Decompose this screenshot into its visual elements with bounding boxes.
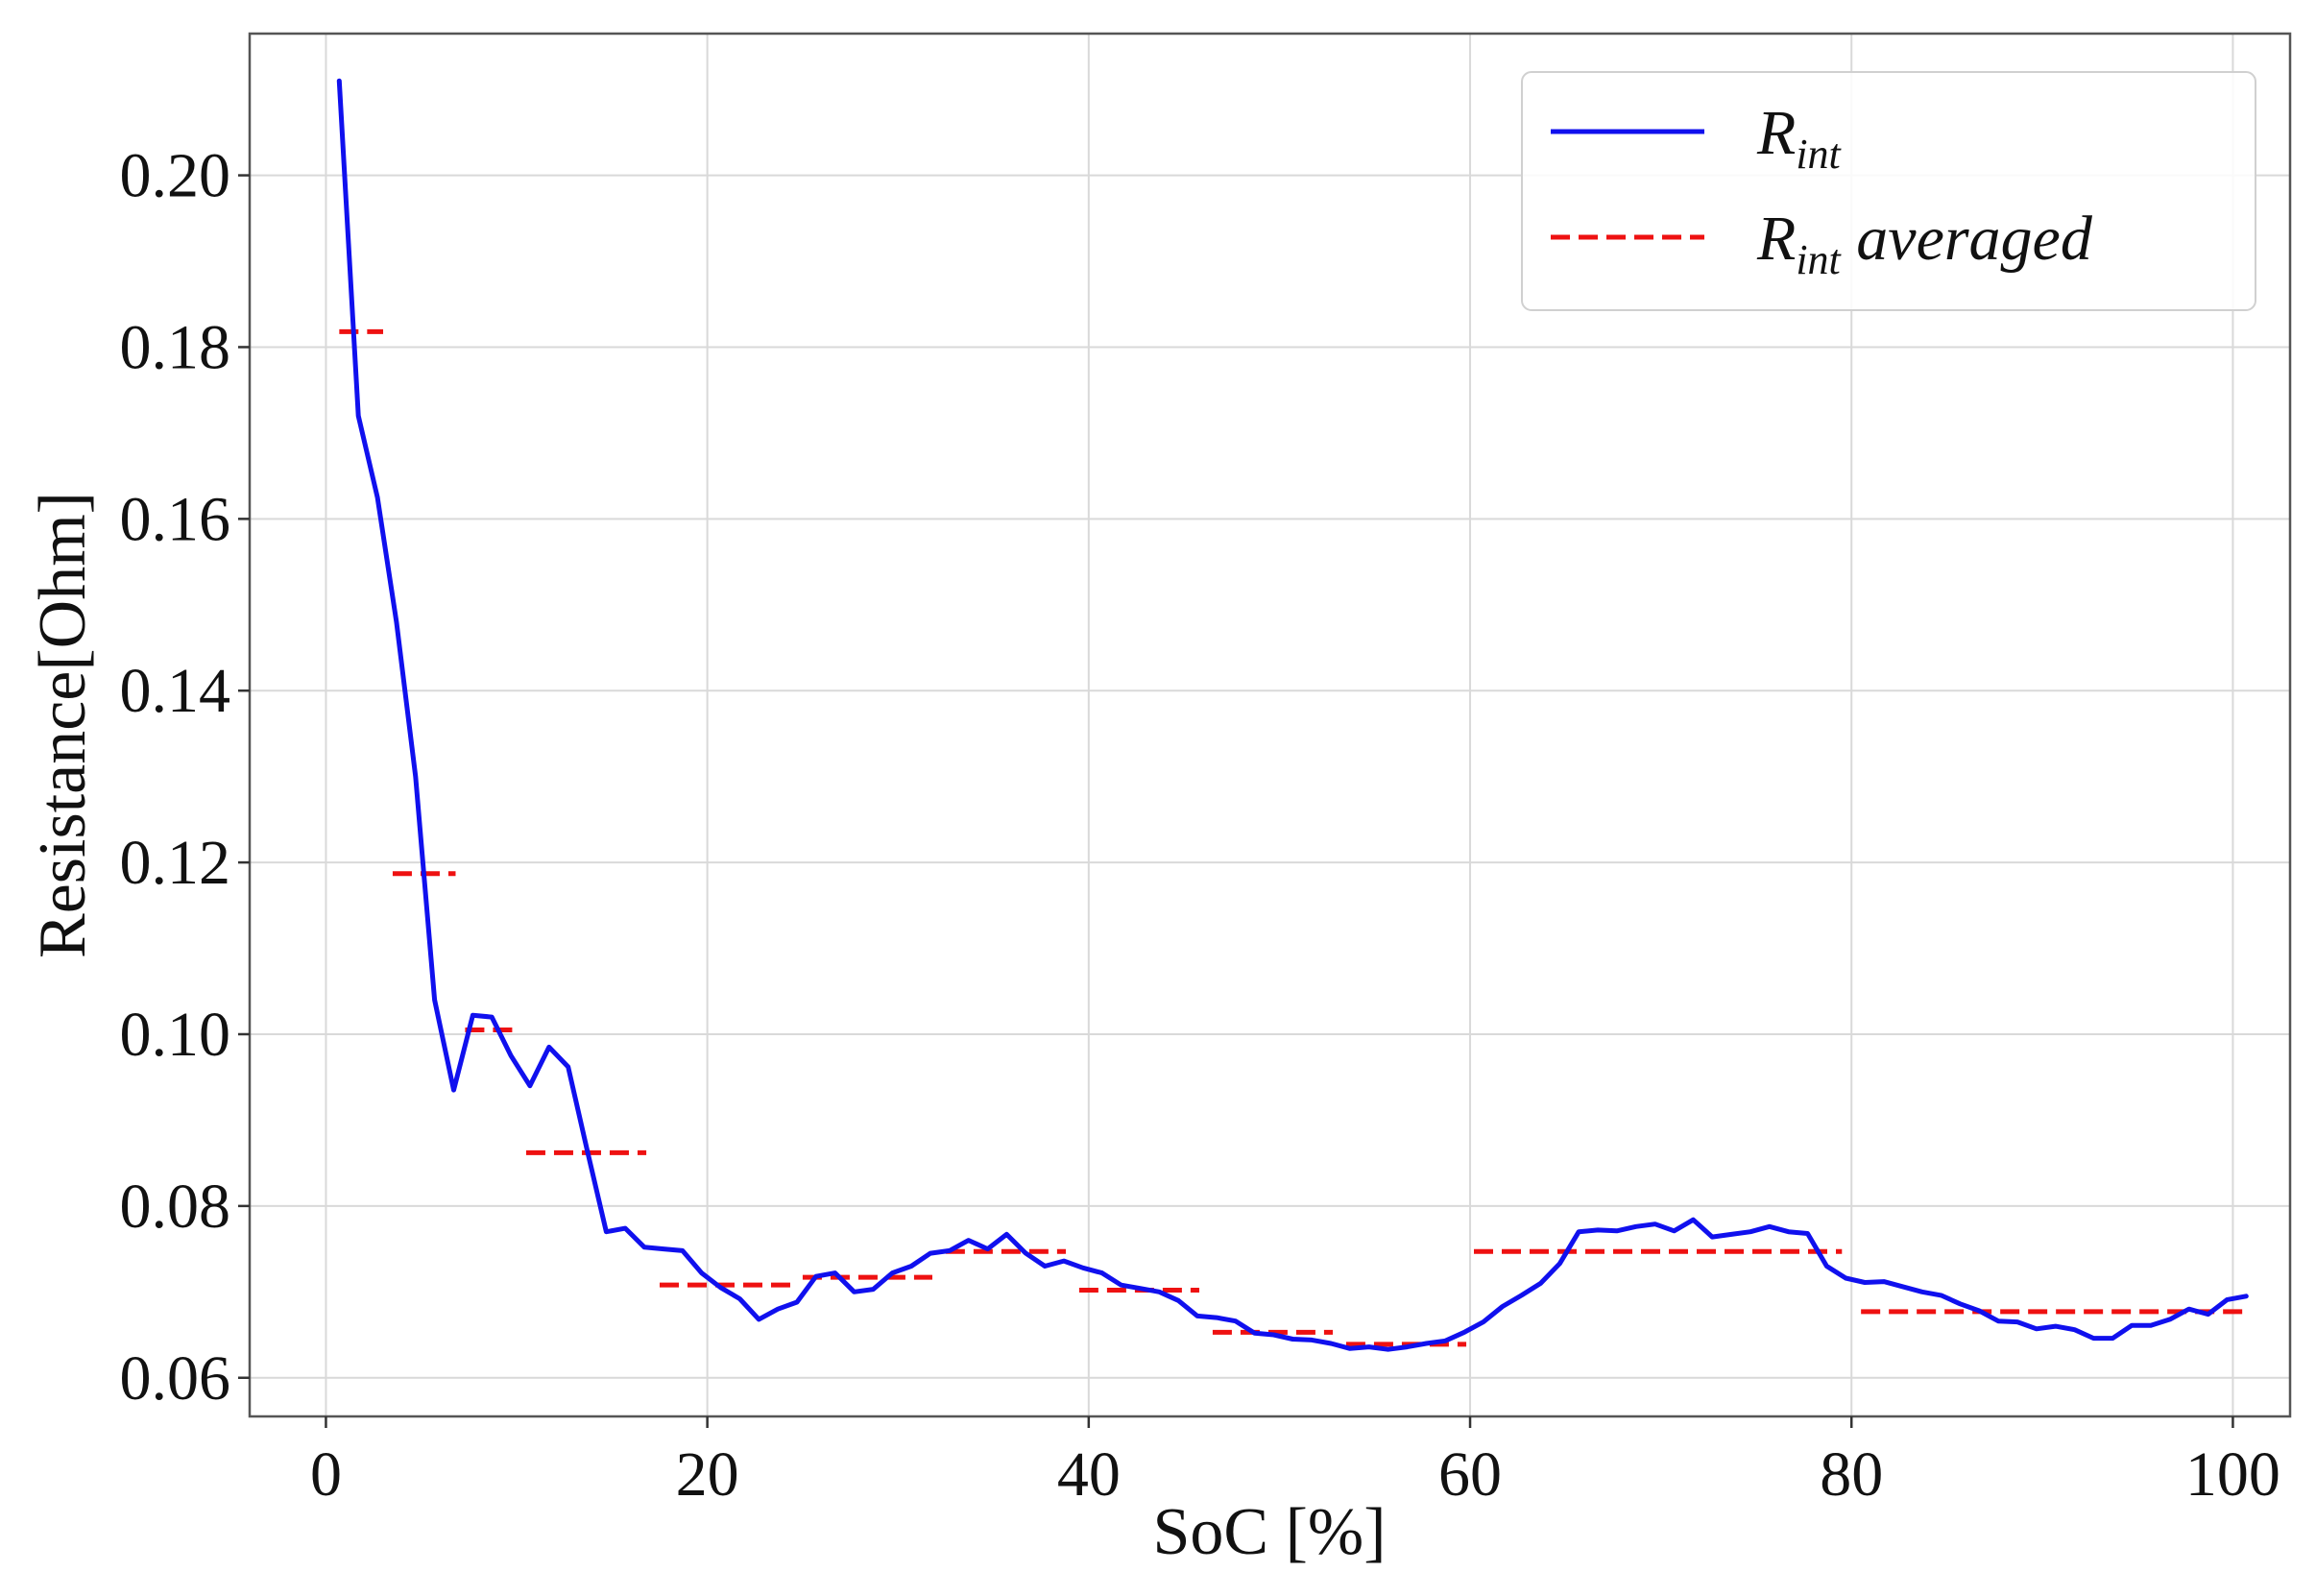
legend-label-rint-main: R <box>1756 98 1796 168</box>
x-tick-label: 20 <box>676 1439 739 1510</box>
y-tick-label: 0.18 <box>120 312 231 382</box>
legend-label-rint: Rint <box>1756 98 1843 178</box>
y-tick-label: 0.20 <box>120 141 231 211</box>
x-tick-label: 0 <box>310 1439 342 1510</box>
legend-label-rint-averaged-sub: int <box>1796 236 1842 283</box>
x-tick-label: 60 <box>1438 1439 1502 1510</box>
x-axis-label: SoC [%] <box>1152 1495 1386 1569</box>
legend-label-rint-averaged: Rint averaged <box>1756 204 2093 283</box>
series-rint-line <box>336 78 2249 1352</box>
legend-label-rint-sub: int <box>1796 131 1842 178</box>
x-tick-label: 100 <box>2185 1439 2280 1510</box>
y-tick-label: 0.16 <box>120 484 231 554</box>
y-tick-label: 0.12 <box>120 828 231 898</box>
y-tick-label: 0.10 <box>120 1000 231 1070</box>
x-axis-ticks: 0 20 40 60 80 100 <box>310 1416 2280 1510</box>
legend-label-rint-averaged-main: R <box>1756 204 1796 274</box>
legend: Rint Rint averaged <box>1521 71 2256 311</box>
legend-box <box>1521 71 2256 311</box>
x-tick-label: 80 <box>1820 1439 1883 1510</box>
plot-frame <box>248 32 2292 1418</box>
legend-label-rint-averaged-suffix: averaged <box>1841 204 2093 274</box>
y-tick-label: 0.06 <box>120 1343 231 1414</box>
y-axis-label: Resistance[Ohm] <box>26 492 100 958</box>
x-tick-label: 40 <box>1057 1439 1121 1510</box>
y-tick-label: 0.14 <box>120 656 231 726</box>
y-tick-label: 0.08 <box>120 1172 231 1242</box>
grid <box>250 34 2290 1416</box>
y-axis-ticks: 0.06 0.08 0.10 0.12 0.14 0.16 0.18 0.20 <box>120 141 250 1414</box>
